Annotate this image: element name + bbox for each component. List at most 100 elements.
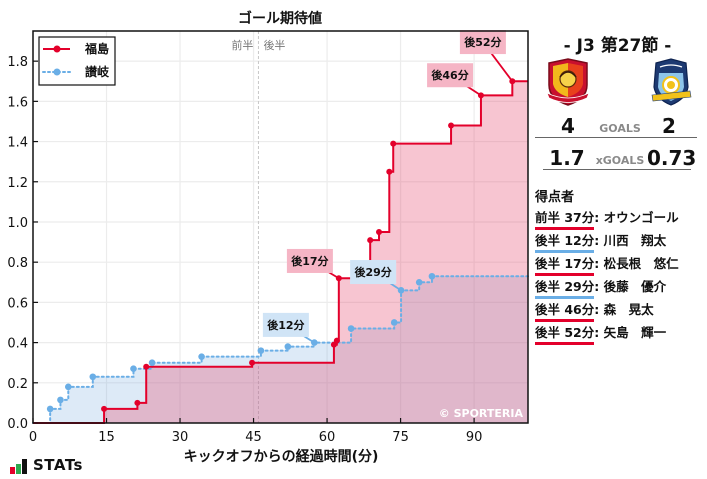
scorer-time: 後半 12分 (535, 232, 595, 253)
shot-marker-home (134, 399, 141, 406)
shot-marker-home (376, 229, 383, 236)
xgoals-label: xGOALS (595, 154, 645, 167)
annotation-box (262, 312, 309, 337)
scorer-sep: : (594, 302, 604, 317)
legend-label-home: 福島 (84, 41, 109, 56)
stats-bar-green-icon (16, 464, 21, 474)
scorer-time: 後半 17分 (535, 255, 595, 276)
area-fill-away (33, 276, 528, 423)
scorer-time: 前半 37分 (535, 209, 595, 230)
x-tick-label: 60 (319, 430, 336, 445)
x-tick-label: 15 (98, 430, 115, 445)
away-xg: 0.73 (647, 146, 697, 170)
scorer-sep: : (594, 233, 604, 248)
scorer-row: 後半 52分: 矢島 輝一 (535, 324, 667, 345)
home-goals: 4 (561, 114, 575, 138)
scorer-sep: : (594, 325, 604, 340)
y-tick-label: 1.6 (7, 95, 28, 110)
shot-marker-away (390, 319, 398, 326)
scorer-name: 松長根 悠仁 (603, 256, 679, 271)
scorer-row: 後半 29分: 後藤 優介 (535, 278, 667, 299)
stats-bar-red-icon (10, 467, 15, 474)
home-xg: 1.7 (549, 146, 585, 170)
first-half-label: 前半 (231, 38, 253, 52)
away-goals: 2 (662, 114, 676, 138)
annotation-label: 後52分 (464, 35, 501, 49)
y-tick-label: 0.8 (7, 256, 28, 271)
away-team-logo (648, 57, 694, 107)
shot-marker-away (148, 359, 156, 366)
shot-marker-home (367, 237, 374, 244)
scorers-title: 得点者 (535, 190, 575, 205)
annotation-box (286, 248, 333, 273)
scorer-name: オウンゴール (603, 210, 679, 225)
watermark: © SPORTERIA (439, 407, 524, 420)
scorer-time: 後半 29分 (535, 278, 595, 299)
scorer-name: 矢島 輝一 (603, 325, 667, 340)
shot-marker-away (284, 343, 292, 350)
scorer-sep: : (594, 210, 604, 225)
x-axis-label: キックオフからの経過時間(分) (183, 449, 379, 465)
scorer-name: 後藤 優介 (603, 279, 667, 294)
annotation-label: 後17分 (291, 254, 328, 268)
x-tick-label: 45 (245, 430, 262, 445)
shot-marker-away (415, 278, 423, 286)
shot-marker-home (386, 168, 393, 175)
shot-marker-home (448, 122, 455, 129)
annotation-box-bg (350, 260, 397, 285)
annotation-label: 後46分 (431, 68, 468, 82)
stats-logo: STATs (10, 456, 83, 474)
legend-label-away: 讃岐 (85, 64, 110, 79)
annotation-label: 後12分 (267, 318, 304, 332)
chart-title: ゴール期待値 (238, 11, 322, 27)
shot-marker-away (130, 365, 137, 373)
shot-marker-home (143, 363, 150, 370)
y-tick-label: 1.0 (7, 216, 28, 231)
shot-marker-away (257, 347, 265, 354)
xgoals-divider (543, 169, 691, 170)
area-fill-home (33, 81, 528, 423)
scorer-time: 後半 52分 (535, 324, 595, 345)
shot-marker-away (347, 325, 355, 332)
y-tick-label: 1.4 (7, 136, 28, 151)
shot-marker-home (390, 140, 397, 147)
y-tick-label: 1.2 (7, 176, 28, 191)
y-tick-label: 0.4 (7, 337, 28, 352)
y-tick-label: 1.8 (7, 55, 28, 70)
stats-bar-black-icon (22, 459, 27, 474)
x-tick-label: 0 (29, 430, 37, 445)
scorer-row: 後半 46分: 森 晃太 (535, 301, 654, 322)
annotation-box (350, 260, 397, 285)
shot-marker-away (89, 373, 97, 381)
scorer-time: 後半 46分 (535, 301, 595, 322)
shot-marker-home (101, 405, 108, 412)
goals-label: GOALS (599, 122, 641, 135)
scorer-sep: : (594, 279, 604, 294)
legend-marker-away (53, 68, 61, 76)
scorer-row: 後半 17分: 松長根 悠仁 (535, 255, 679, 276)
shot-marker-home (333, 337, 340, 344)
scorer-sep: : (594, 256, 604, 271)
scorer-name: 川西 翔太 (603, 233, 667, 248)
sanuki-crest-icon (651, 58, 692, 106)
scorer-name: 森 晃太 (603, 302, 654, 317)
second-half-label: 後半 (263, 38, 285, 52)
home-team-logo (545, 57, 591, 107)
fukushima-crest-icon (546, 58, 590, 106)
shot-marker-away (198, 353, 205, 360)
annotation-box (459, 30, 506, 55)
shot-marker-home (249, 359, 256, 366)
annotation-box-bg (262, 312, 309, 337)
stats-logo-text: STATs (33, 456, 83, 474)
shot-marker-away (428, 272, 436, 280)
match-header: - J3 第27節 - (563, 36, 672, 56)
legend-box (38, 36, 116, 86)
y-tick-label: 0.0 (7, 417, 28, 432)
y-tick-label: 0.6 (7, 296, 28, 311)
x-tick-label: 30 (172, 430, 189, 445)
annotation-label: 後29分 (354, 265, 391, 279)
scorer-row: 前半 37分: オウンゴール (535, 209, 679, 230)
scorer-row: 後半 12分: 川西 翔太 (535, 232, 667, 253)
shot-marker-away (46, 405, 54, 413)
